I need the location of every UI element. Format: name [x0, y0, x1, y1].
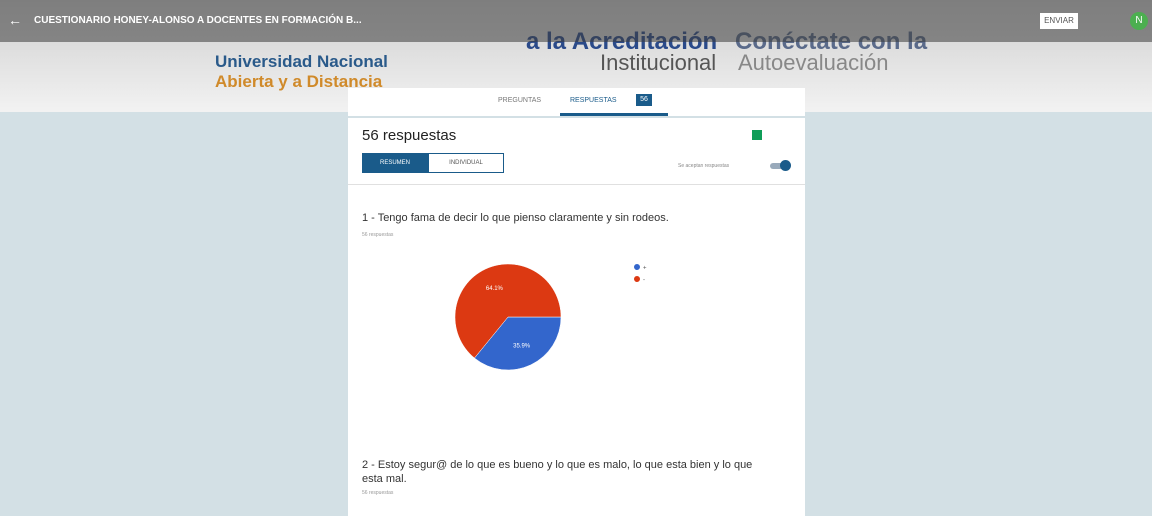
tabs: PREGUNTAS RESPUESTAS 56	[348, 88, 805, 116]
card: 56 respuestas RESUMEN INDIVIDUAL Se acep…	[348, 118, 805, 516]
banner-text: Universidad Nacional	[215, 52, 388, 71]
summary-button[interactable]: RESUMEN	[362, 153, 428, 173]
avatar[interactable]: N	[1130, 12, 1148, 30]
form-title[interactable]: CUESTIONARIO HONEY-ALONSO A DOCENTES EN …	[34, 15, 362, 26]
individual-button[interactable]: INDIVIDUAL	[428, 153, 504, 173]
toggle[interactable]	[770, 163, 788, 169]
top-bar: ← CUESTIONARIO HONEY-ALONSO A DOCENTES E…	[0, 0, 1152, 42]
send-button[interactable]: ENVIAR	[1040, 13, 1078, 29]
tab-badge: 56	[636, 94, 652, 106]
sheets-icon[interactable]	[752, 130, 762, 140]
question-count: 56 respuestas	[362, 232, 394, 238]
toggle-knob[interactable]	[780, 160, 791, 171]
banner-text: Institucional	[600, 50, 717, 75]
question-count: 56 respuestas	[362, 490, 394, 496]
banner-text: Autoevaluación	[738, 50, 889, 75]
question-text: 2 - Estoy segur@ de lo que es bueno y lo…	[362, 459, 753, 485]
tab-indicator	[560, 113, 668, 116]
tab[interactable]: RESPUESTAS	[570, 97, 617, 104]
back-arrow[interactable]: ←	[8, 12, 22, 28]
divider	[348, 184, 805, 185]
tab[interactable]: PREGUNTAS	[498, 97, 542, 104]
question-text: 1 - Tengo fama de decir lo que pienso cl…	[362, 212, 669, 224]
banner-text: Abierta y a Distancia	[215, 72, 383, 91]
responses-title: 56 respuestas	[362, 127, 457, 144]
accepting-label: Se aceptan respuestas	[678, 163, 730, 169]
